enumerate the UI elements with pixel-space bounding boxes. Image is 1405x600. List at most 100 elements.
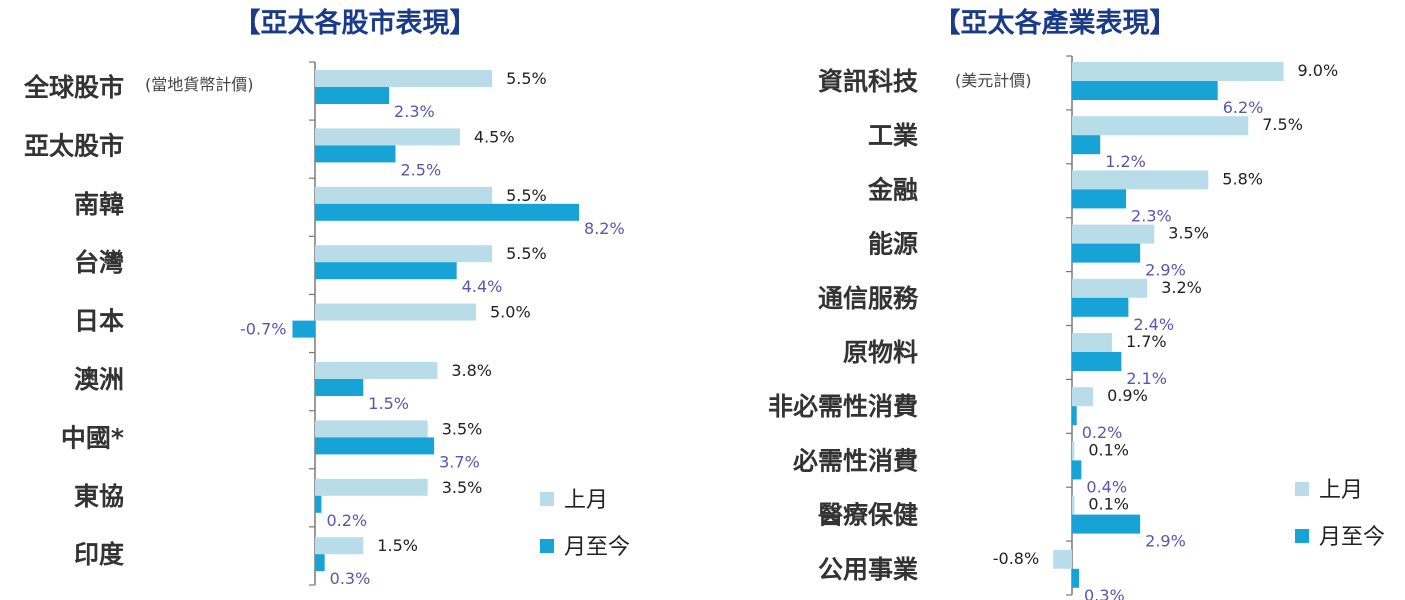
- bar-prev-month: [1053, 549, 1072, 569]
- bar-prev-month: [315, 537, 364, 555]
- data-label-prev: 1.5%: [377, 536, 418, 555]
- data-label-prev: 3.8%: [451, 361, 492, 380]
- bar-month-to-date: [315, 203, 580, 221]
- bar-prev-month: [315, 478, 428, 496]
- bar-prev-month: [1072, 116, 1249, 136]
- category-label: 中國*: [61, 423, 124, 452]
- category-label: 通信服務: [818, 284, 919, 313]
- data-label-prev: 5.5%: [506, 69, 547, 88]
- data-label-prev: 3.5%: [442, 478, 483, 497]
- bar-month-to-date: [1072, 460, 1082, 480]
- category-label: 非必需性消費: [768, 392, 918, 421]
- bar-prev-month: [1072, 387, 1094, 407]
- category-label: 資訊科技: [818, 67, 918, 96]
- data-label-mtd: 2.9%: [1145, 532, 1186, 551]
- data-label-mtd: 2.4%: [1133, 315, 1174, 334]
- category-label: 公用事業: [818, 555, 918, 584]
- bar-month-to-date: [315, 87, 390, 104]
- chart-asia-markets: 【亞太各股市表現】 (當地貨幣計價) 全球股市 5.5% 2.3% 亞太股市 4.5% 2…: [23, 7, 630, 588]
- bar-month-to-date: [1072, 297, 1129, 317]
- chart-note: (美元計價): [955, 71, 1032, 90]
- category-label: 台灣: [74, 248, 124, 277]
- bar-month-to-date: [1072, 243, 1141, 263]
- bar-month-to-date: [315, 554, 325, 572]
- category-label: 醫療保健: [818, 501, 918, 530]
- bar-month-to-date: [1072, 406, 1077, 426]
- data-label-prev: 5.8%: [1222, 169, 1263, 188]
- bar-month-to-date: [315, 437, 435, 455]
- data-label-mtd: 0.2%: [326, 511, 367, 530]
- bar-prev-month: [315, 303, 476, 321]
- legend-swatch-mtd: [1295, 529, 1309, 543]
- category-label: 印度: [74, 540, 124, 569]
- bar-prev-month: [1072, 333, 1112, 352]
- bar-month-to-date: [1072, 568, 1080, 588]
- category-label: 全球股市: [23, 73, 124, 102]
- data-label-prev: 3.2%: [1161, 278, 1202, 297]
- legend-swatch-prev: [1295, 482, 1309, 496]
- bar-month-to-date: [1072, 514, 1141, 534]
- category-label: 原物料: [843, 338, 918, 367]
- bar-prev-month: [1072, 495, 1075, 515]
- category-label: 金融: [867, 175, 918, 204]
- data-label-mtd: 2.3%: [1131, 206, 1172, 225]
- data-label-prev: 5.5%: [506, 244, 547, 263]
- data-label-mtd: -0.7%: [240, 320, 286, 339]
- data-label-mtd: 4.4%: [462, 277, 503, 296]
- bar-prev-month: [315, 128, 460, 146]
- legend-label-prev: 上月: [1319, 478, 1363, 503]
- data-label-prev: 1.7%: [1126, 332, 1167, 351]
- bar-prev-month: [315, 420, 428, 438]
- data-label-mtd: 0.3%: [330, 569, 371, 588]
- bar-prev-month: [1072, 278, 1148, 298]
- data-label-prev: 3.5%: [1168, 224, 1209, 243]
- bar-month-to-date: [1072, 189, 1127, 209]
- bar-month-to-date: [315, 495, 322, 513]
- data-label-prev: 7.5%: [1262, 115, 1303, 134]
- bar-prev-month: [315, 186, 493, 204]
- data-label-mtd: 1.2%: [1105, 152, 1146, 171]
- data-label-mtd: 2.9%: [1145, 261, 1186, 280]
- category-label: 南韓: [74, 190, 124, 219]
- data-label-prev: 5.0%: [490, 303, 531, 322]
- category-label: 澳洲: [74, 365, 124, 394]
- data-label-mtd: 0.2%: [1082, 423, 1123, 442]
- data-label-mtd: 0.4%: [1086, 477, 1127, 496]
- category-label: 日本: [74, 307, 124, 336]
- data-label-mtd: 0.3%: [1084, 586, 1125, 600]
- category-label: 工業: [868, 121, 918, 150]
- bar-prev-month: [315, 362, 438, 379]
- chart-title: 【亞太各產業表現】: [934, 7, 1177, 39]
- legend-label-mtd: 月至今: [564, 535, 630, 560]
- bar-prev-month: [315, 245, 493, 263]
- chart-note: (當地貨幣計價): [145, 75, 254, 94]
- data-label-mtd: 2.5%: [401, 160, 442, 179]
- legend-label-mtd: 月至今: [1319, 525, 1385, 550]
- bar-month-to-date: [315, 262, 457, 280]
- data-label-prev: 0.1%: [1088, 440, 1129, 459]
- data-label-prev: 5.5%: [506, 186, 547, 205]
- legend-label-prev: 上月: [564, 488, 608, 513]
- bar-prev-month: [1072, 62, 1284, 81]
- chart-asia-sectors: 【亞太各產業表現】 (美元計價) 資訊科技 9.0% 6.2% 工業 7.5% 1.2% 金…: [768, 7, 1385, 600]
- data-label-mtd: 3.7%: [439, 452, 480, 471]
- bar-month-to-date: [315, 145, 396, 163]
- bar-month-to-date: [1072, 352, 1122, 371]
- data-label-prev: -0.8%: [993, 549, 1039, 568]
- data-label-prev: 9.0%: [1298, 61, 1339, 80]
- chart-title: 【亞太各股市表現】: [234, 7, 477, 39]
- data-label-prev: 4.5%: [474, 127, 515, 146]
- category-label: 亞太股市: [24, 131, 124, 160]
- legend-swatch-prev: [540, 492, 554, 506]
- bar-prev-month: [1072, 441, 1075, 461]
- data-label-prev: 0.1%: [1088, 495, 1129, 514]
- category-label: 東協: [74, 482, 124, 511]
- data-label-prev: 3.5%: [442, 419, 483, 438]
- bar-month-to-date: [315, 379, 364, 396]
- bar-month-to-date: [1072, 81, 1218, 100]
- data-label-mtd: 2.1%: [1126, 369, 1167, 388]
- bar-prev-month: [1072, 170, 1209, 190]
